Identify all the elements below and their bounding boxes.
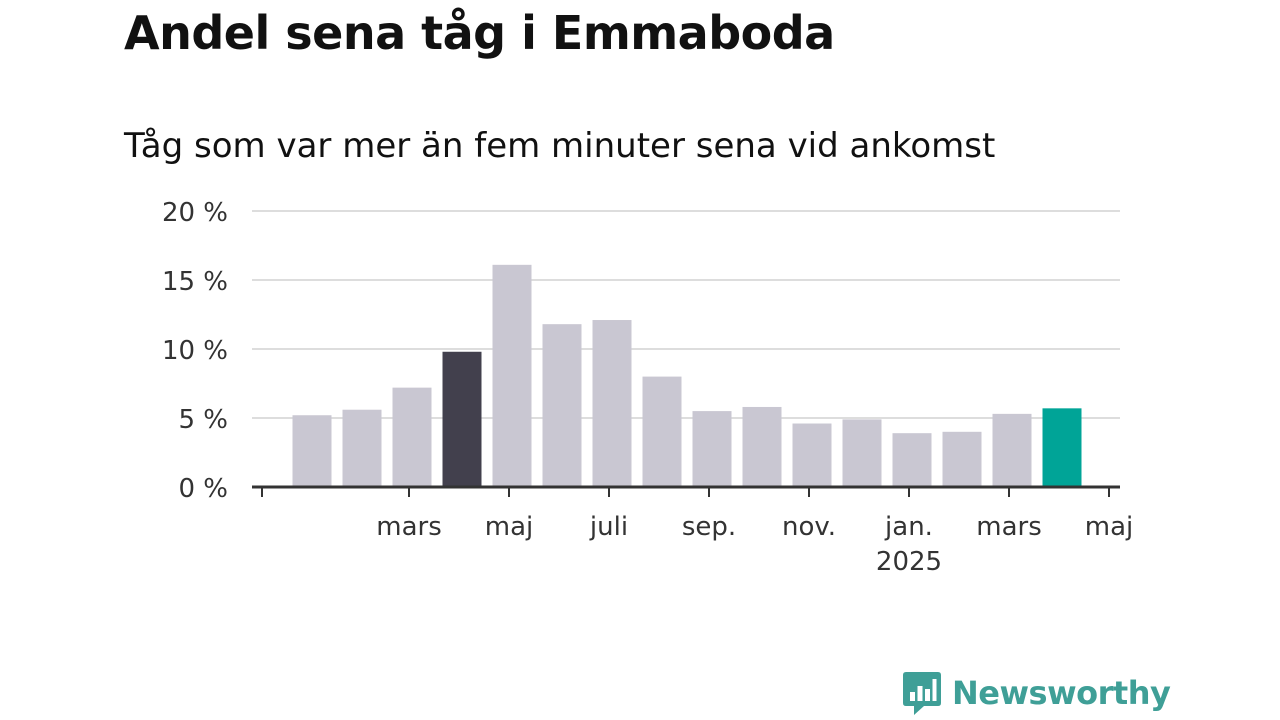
bar: [892, 433, 932, 487]
chart-subtitle: Tåg som var mer än fem minuter sena vid …: [124, 126, 996, 166]
bar: [692, 411, 732, 487]
x-axis-tick-labels: mars maj juli sep. nov. jan. 2025 mars maj: [376, 512, 1133, 577]
x-tick-label: mars: [976, 512, 1042, 542]
x-tick-label: maj: [485, 512, 533, 542]
x-tick-year-label: 2025: [876, 547, 942, 577]
x-axis: [252, 485, 1120, 497]
brand-name: Newsworthy: [952, 674, 1171, 712]
newsworthy-logo: Newsworthy: [902, 670, 1171, 716]
x-tick-label: jan.: [884, 512, 933, 542]
bar: [442, 351, 482, 487]
bar-chart: 0 % 5 % 10 % 15 % 20 % mars maj juli sep. nov. ja…: [162, 198, 1133, 577]
x-tick-label: sep.: [682, 512, 736, 542]
bar: [792, 423, 832, 487]
chart-title: Andel sena tåg i Emmaboda: [124, 6, 835, 60]
x-tick-label: mars: [376, 512, 442, 542]
bar: [542, 324, 582, 487]
bar: [292, 415, 332, 487]
bar: [642, 376, 682, 487]
bar: [1042, 408, 1082, 487]
y-axis-tick-labels: 0 % 5 % 10 % 15 % 20 %: [162, 198, 228, 504]
x-tick-label: juli: [589, 512, 628, 542]
bar: [942, 431, 982, 487]
y-tick-label: 15 %: [162, 267, 228, 297]
x-tick-label: maj: [1085, 512, 1133, 542]
bars: [292, 264, 1082, 487]
bar: [842, 419, 882, 487]
bar: [342, 409, 382, 487]
bar: [392, 387, 432, 487]
y-tick-label: 5 %: [178, 405, 228, 435]
y-tick-label: 20 %: [162, 198, 228, 228]
grid-lines: [252, 210, 1120, 419]
x-tick-label: nov.: [782, 512, 836, 542]
newsworthy-logo-icon: [903, 672, 941, 715]
y-tick-label: 0 %: [178, 474, 228, 504]
bar: [992, 413, 1032, 487]
bar: [742, 406, 782, 487]
y-tick-label: 10 %: [162, 336, 228, 366]
bar: [592, 320, 632, 487]
bar: [492, 264, 532, 487]
